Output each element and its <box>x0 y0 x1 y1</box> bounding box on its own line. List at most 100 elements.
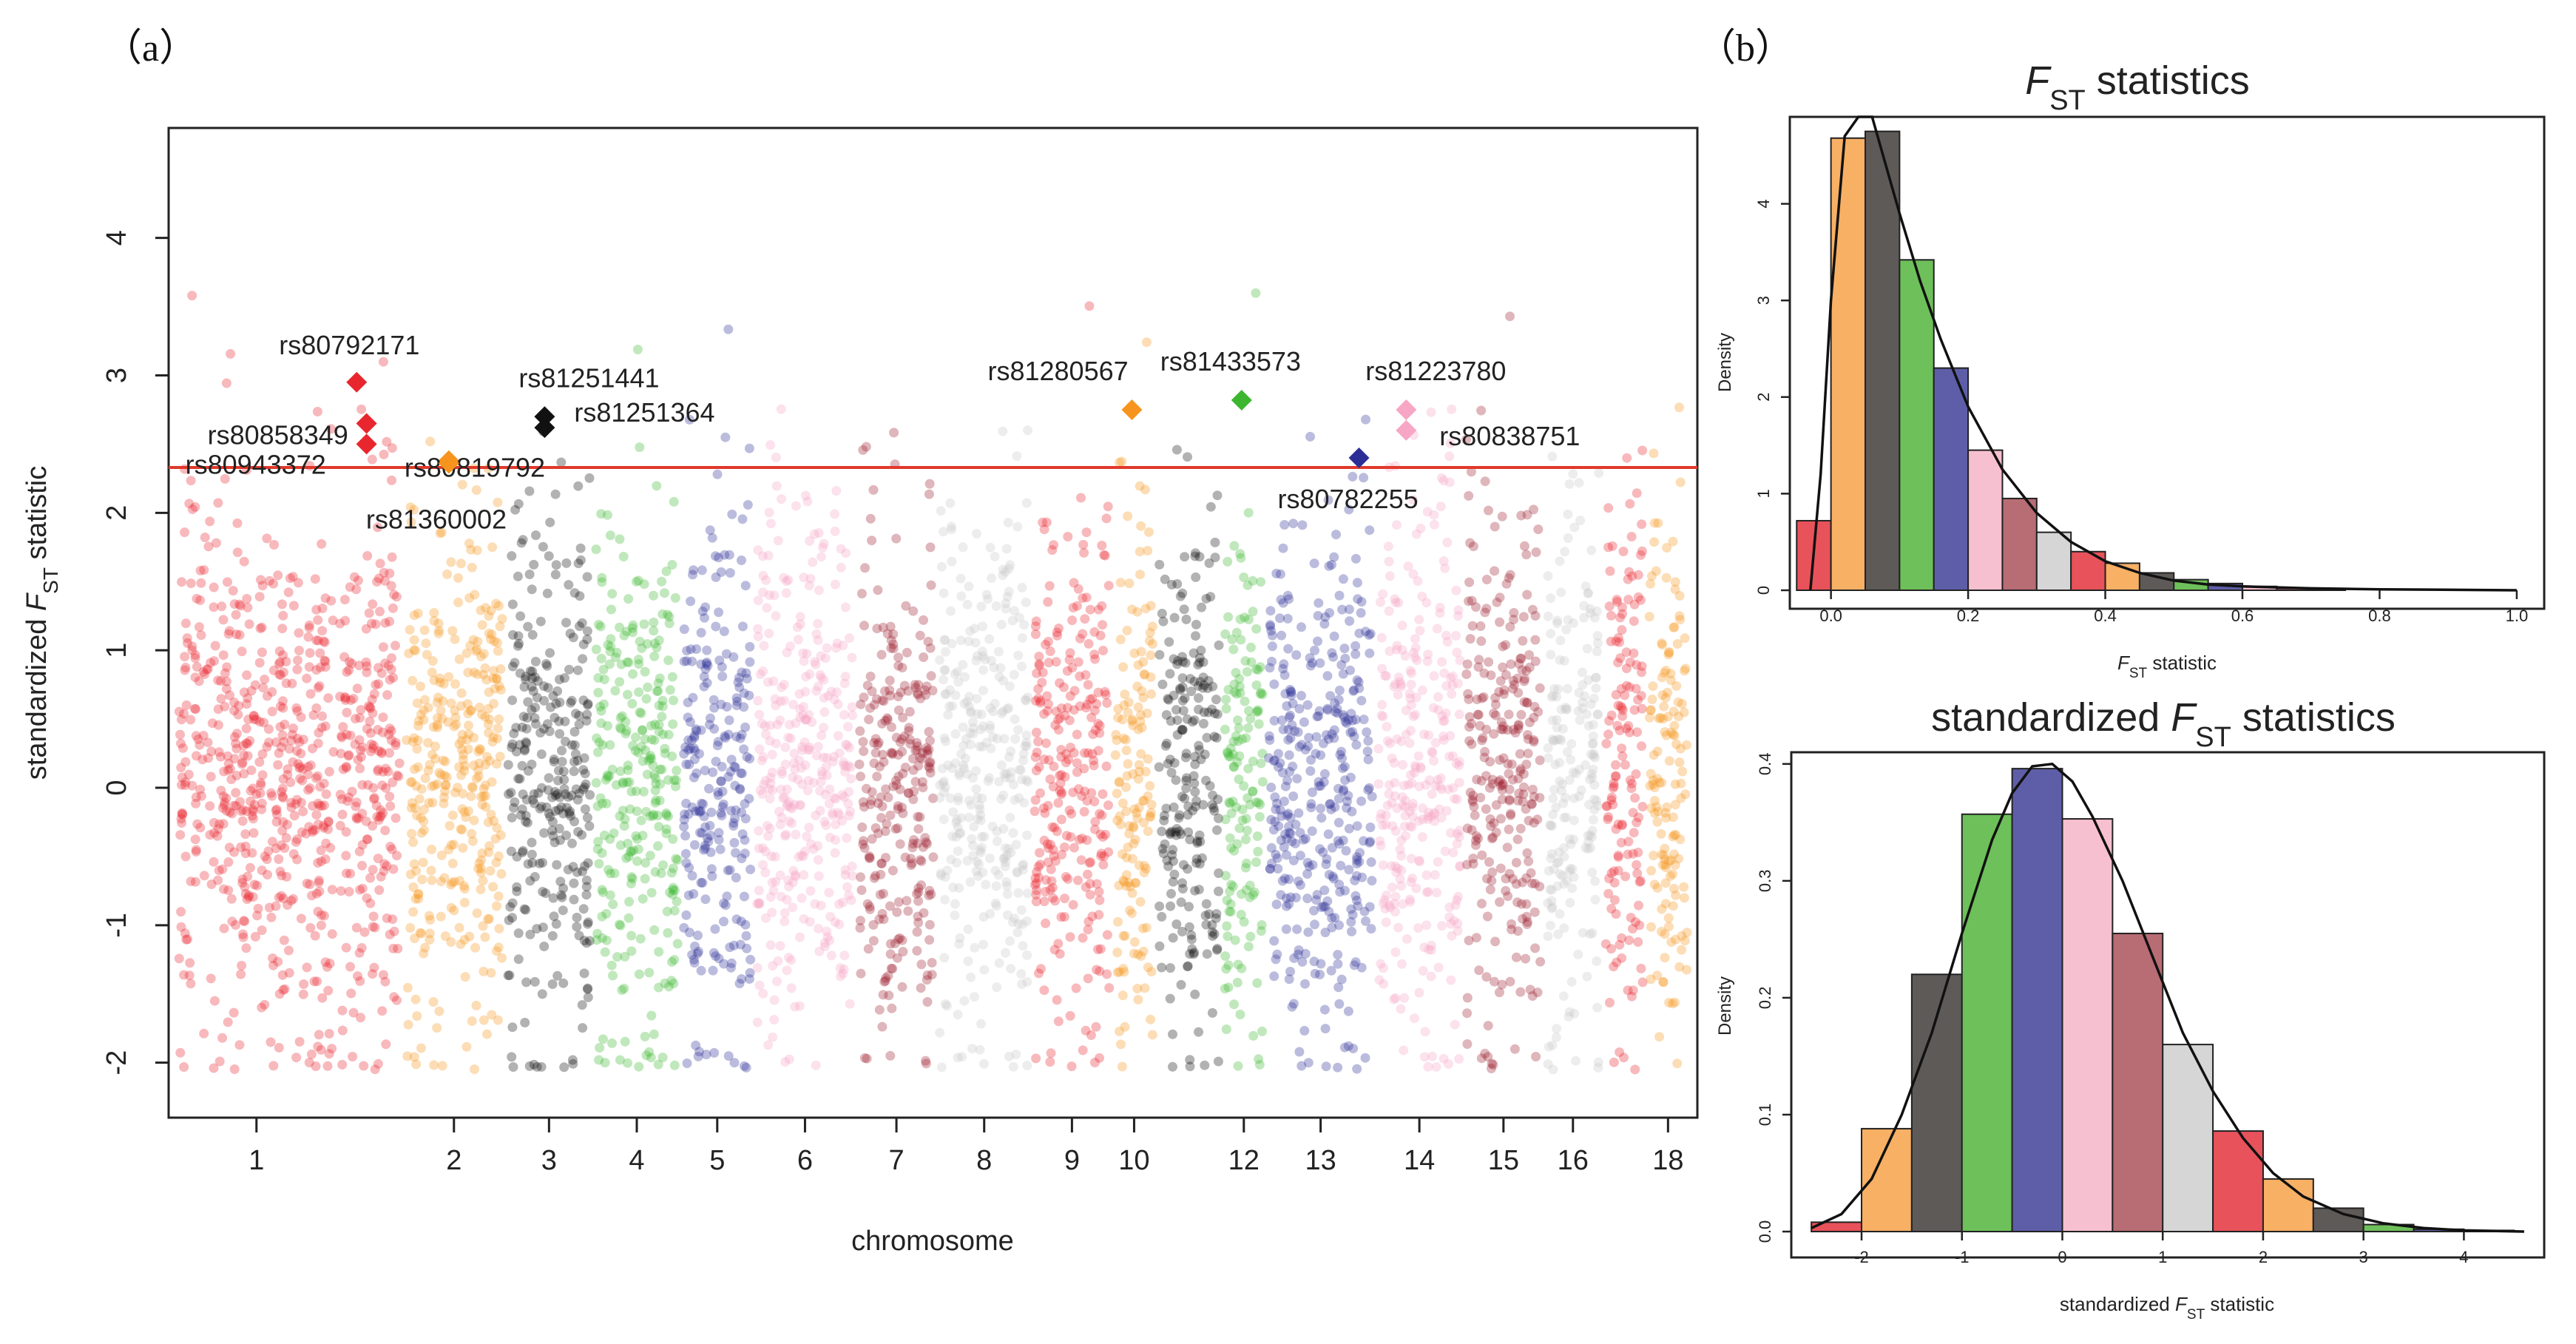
chromosome-points <box>1154 445 1224 1072</box>
snp-point <box>362 893 372 903</box>
snp-point <box>688 692 698 703</box>
snp-point <box>732 696 743 706</box>
snp-point <box>668 885 678 895</box>
snp-point <box>1131 878 1141 888</box>
snp-point <box>472 908 482 918</box>
snp-point <box>1429 671 1439 681</box>
snp-point <box>209 857 219 867</box>
snp-point <box>310 825 320 835</box>
snp-point <box>822 926 832 936</box>
snp-point <box>1452 794 1462 805</box>
snp-point <box>787 803 797 814</box>
snp-point <box>700 843 711 854</box>
snp-point <box>638 831 648 841</box>
snp-point <box>386 726 396 736</box>
snp-point <box>615 677 625 687</box>
snp-point <box>1637 667 1646 678</box>
snp-point <box>1035 788 1045 798</box>
snp-point <box>304 620 314 630</box>
snp-point <box>1674 611 1685 621</box>
snp-point <box>351 714 360 724</box>
snp-point <box>990 898 1001 908</box>
snp-point <box>615 840 626 851</box>
snp-point <box>219 800 229 810</box>
snp-point <box>410 764 419 774</box>
snp-point <box>200 533 210 542</box>
snp-point <box>1307 826 1317 837</box>
snp-point <box>621 853 632 863</box>
snp-point <box>416 828 427 838</box>
snp-point <box>344 750 354 760</box>
snp-point <box>872 771 882 782</box>
snp-point <box>352 683 362 694</box>
snp-point <box>1100 686 1110 697</box>
snp-point <box>294 1036 305 1047</box>
snp-point <box>369 962 379 973</box>
snp-point <box>544 808 554 819</box>
snp-point <box>389 926 399 936</box>
snp-point <box>1589 794 1600 805</box>
snp-point <box>817 730 827 740</box>
snp-point <box>311 888 322 899</box>
snp-point <box>430 741 440 752</box>
snp-point <box>1134 766 1144 777</box>
snp-point <box>945 606 956 616</box>
snp-point <box>224 690 234 700</box>
snp-point <box>373 522 383 533</box>
snp-point <box>317 604 328 613</box>
snp-point <box>661 566 672 576</box>
snp-point <box>277 871 287 881</box>
snp-point <box>373 746 384 756</box>
snp-point <box>1462 1039 1473 1049</box>
snp-point <box>1281 850 1291 860</box>
snp-point <box>1155 941 1165 951</box>
snp-point <box>1297 691 1306 700</box>
snp-point <box>567 791 577 800</box>
snp-point <box>232 518 243 528</box>
snp-point <box>1410 634 1420 644</box>
snp-point <box>1360 1053 1370 1063</box>
snp-point <box>729 837 740 848</box>
snp-point <box>811 629 822 639</box>
snp-point <box>652 481 662 491</box>
snp-point <box>893 823 903 834</box>
snp-point <box>757 755 767 766</box>
snp-point <box>1289 953 1299 963</box>
snp-point <box>1476 405 1487 416</box>
snp-point <box>537 989 547 999</box>
snp-point <box>453 783 462 793</box>
snp-point <box>1549 864 1559 874</box>
snp-point <box>623 1058 632 1068</box>
snp-point <box>406 517 416 527</box>
snp-point <box>1398 800 1408 811</box>
snp-point <box>1427 1051 1438 1061</box>
snp-point <box>1146 800 1157 810</box>
snp-point <box>278 650 288 661</box>
snp-point <box>474 744 484 754</box>
snp-point <box>1382 736 1393 746</box>
snp-point <box>294 628 304 638</box>
snp-point <box>1132 808 1142 818</box>
snp-point <box>739 702 749 712</box>
snp-point <box>410 994 421 1004</box>
snp-point <box>477 800 487 810</box>
snp-point <box>561 558 572 568</box>
snp-point <box>1333 982 1344 993</box>
snp-point <box>1603 729 1614 740</box>
snp-point <box>1334 685 1345 695</box>
snp-point <box>1437 921 1447 931</box>
snp-point <box>220 473 230 484</box>
snp-point <box>593 673 604 683</box>
snp-point <box>1032 747 1042 757</box>
snp-point <box>1429 756 1439 766</box>
snp-point <box>251 789 262 800</box>
snp-point <box>317 910 326 920</box>
snp-point <box>1373 779 1384 789</box>
snp-point <box>198 731 209 740</box>
snp-point <box>679 656 689 666</box>
snp-point <box>436 527 447 538</box>
snp-point <box>1659 668 1669 678</box>
snp-point <box>247 811 257 821</box>
snp-point <box>653 1059 663 1070</box>
snp-point <box>1365 629 1376 639</box>
